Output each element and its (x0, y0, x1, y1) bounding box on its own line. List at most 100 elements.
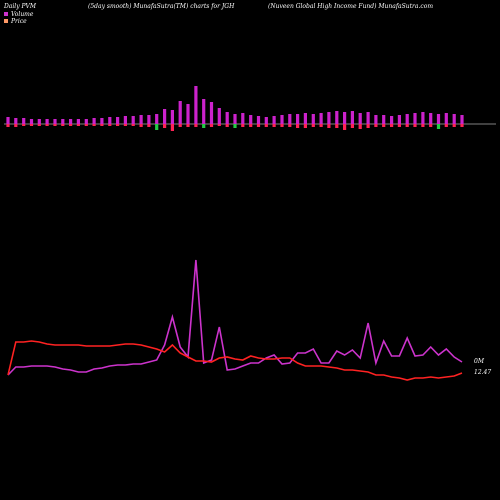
volume-line (7, 259, 463, 376)
volume-bar-up (256, 116, 261, 124)
volume-bar-up (225, 112, 229, 124)
volume-bar-down (139, 124, 143, 127)
volume-bar-down (241, 124, 245, 127)
volume-bar-up (14, 118, 18, 124)
volume-bar-up (264, 117, 268, 124)
volume-bar-up (249, 115, 253, 124)
volume-bar-up (217, 108, 221, 124)
volume-bar-down (217, 124, 221, 126)
volume-bar-down (178, 124, 182, 127)
volume-bar-up (460, 115, 464, 124)
volume-bar-down (272, 124, 276, 127)
volume-bar-up (202, 99, 206, 124)
volume-bar-down (202, 124, 206, 128)
volume-bar-up (429, 113, 433, 124)
volume-bar-up (108, 117, 112, 124)
volume-bar-up (397, 115, 401, 124)
volume-axis-label: 0M (474, 358, 485, 365)
volume-bar-up (209, 102, 214, 124)
volume-bar-down (170, 124, 174, 131)
volume-bar-down (327, 124, 331, 128)
volume-bar-up (178, 101, 182, 124)
volume-bar-down (288, 124, 292, 127)
volume-bar-up (37, 119, 41, 124)
volume-bar-down (436, 124, 441, 129)
volume-bar-down (319, 124, 323, 127)
volume-bar-up (405, 114, 409, 124)
volume-bar-up (45, 119, 49, 124)
volume-bar-up (22, 118, 26, 124)
volume-bar-up (452, 114, 456, 124)
volume-bar-down (76, 124, 80, 126)
volume-bar-down (358, 124, 362, 129)
volume-bar-up (272, 116, 276, 124)
volume-bar-down (382, 124, 386, 127)
volume-bar-down (296, 124, 300, 128)
volume-bar-down (311, 124, 315, 127)
volume-bar-up (296, 114, 300, 124)
volume-bar-down (405, 124, 409, 127)
volume-bar-up (303, 113, 307, 124)
volume-bar-up (319, 113, 323, 124)
volume-bar-down (14, 124, 18, 127)
price-axis-label: 12.47 (474, 369, 491, 376)
volume-bar-down (233, 124, 237, 128)
volume-bar-down (390, 124, 394, 127)
volume-bar-down (366, 124, 370, 128)
volume-bar-up (139, 115, 143, 124)
volume-bar-up (6, 117, 10, 124)
volume-bar-up (327, 112, 331, 124)
volume-bars (6, 86, 464, 131)
volume-bar-up (335, 111, 339, 124)
volume-bar-down (108, 124, 112, 126)
volume-bar-up (241, 113, 245, 124)
volume-bar-up (147, 115, 151, 124)
volume-bar-down (280, 124, 284, 127)
volume-bar-up (436, 114, 441, 124)
volume-bar-up (92, 118, 96, 124)
volume-bar-down (61, 124, 65, 126)
volume-bar-up (186, 104, 190, 124)
volume-bar-down (37, 124, 41, 126)
volume-bar-up (194, 86, 198, 124)
volume-bar-down (131, 124, 135, 126)
price-line (7, 340, 463, 381)
volume-bar-down (249, 124, 253, 127)
volume-bar-down (84, 124, 88, 126)
header-left: Daily PVM (3, 3, 37, 10)
legend-price-label: Price (10, 18, 27, 25)
volume-bar-down (6, 124, 10, 127)
volume-bar-up (374, 115, 378, 124)
volume-bar-down (116, 124, 120, 126)
volume-bar-down (186, 124, 190, 127)
volume-bar-up (131, 116, 135, 124)
volume-bar-up (116, 117, 120, 124)
volume-bar-up (61, 119, 65, 124)
volume-bar-up (311, 114, 315, 124)
volume-bar-down (256, 124, 261, 127)
volume-bar-up (163, 109, 167, 124)
volume-bar-down (397, 124, 401, 127)
volume-bar-up (53, 119, 57, 124)
volume-bar-up (390, 116, 394, 124)
volume-bar-down (350, 124, 354, 128)
volume-bar-up (84, 119, 88, 124)
volume-bar-down (92, 124, 96, 126)
volume-bar-up (358, 113, 362, 124)
legend-price-swatch (4, 19, 8, 23)
volume-bar-down (413, 124, 417, 127)
volume-bar-up (350, 111, 354, 124)
volume-bar-down (209, 124, 214, 127)
legend-volume-swatch (4, 12, 8, 16)
volume-bar-down (45, 124, 49, 126)
volume-bar-up (233, 114, 237, 124)
volume-bar-down (264, 124, 268, 127)
volume-bar-down (335, 124, 339, 128)
legend-volume-label: Volume (11, 11, 34, 18)
volume-bar-up (155, 114, 159, 124)
volume-bar-up (100, 118, 104, 124)
volume-bar-down (374, 124, 378, 127)
header-right: (Nuveen Global High Income Fund) MunafaS… (268, 3, 433, 10)
